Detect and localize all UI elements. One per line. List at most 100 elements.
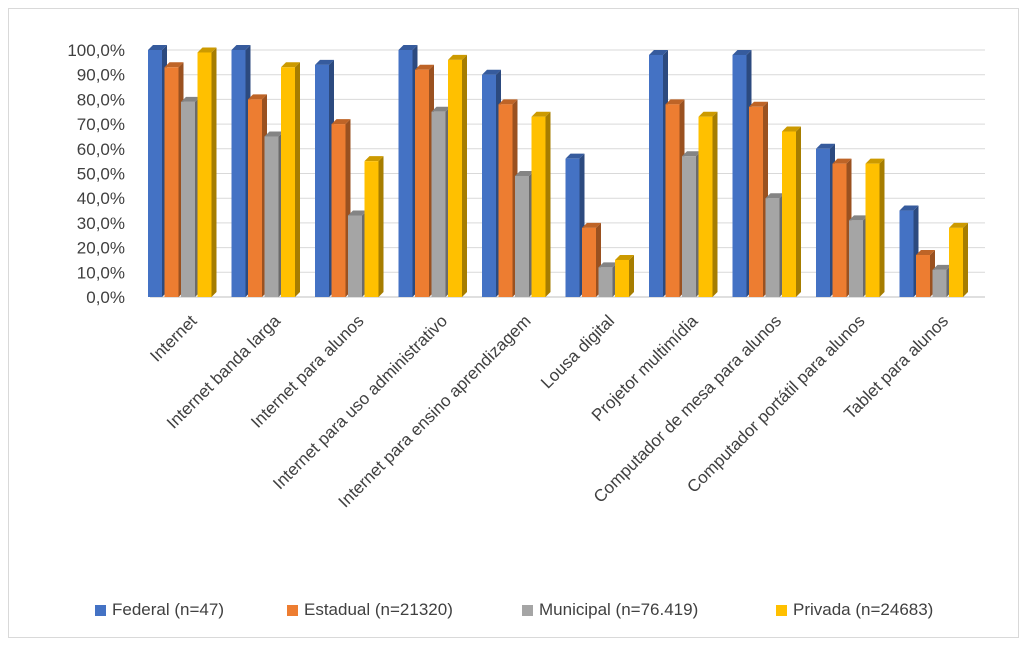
bar-top [364,156,384,162]
bar [765,193,785,297]
bar-top [448,54,467,60]
bar [331,119,351,297]
bar [565,153,585,297]
bar-front [281,67,295,297]
bar-front [749,106,763,297]
bar-front [348,215,362,297]
bar [348,210,367,297]
bar-front [515,175,529,297]
legend-item: Municipal (n=76.419) [522,600,698,620]
bar-top [816,143,835,149]
bar [899,205,919,297]
bar-top [949,222,968,228]
y-tick-label: 20,0% [77,239,125,258]
bar-top [649,49,668,55]
bar-front [364,161,379,297]
bar-top [682,151,701,157]
bar-top [849,215,868,221]
bar-side [211,47,217,297]
bar-front [197,52,212,297]
bar-top [181,96,200,102]
legend-swatch [522,604,533,616]
bar-top [782,126,801,132]
bar [364,156,384,297]
bar-front [649,54,663,297]
bar-top [348,210,367,216]
bar-top [565,153,585,159]
bar-top [515,170,534,176]
y-tick-label: 50,0% [77,165,125,184]
bar [816,143,835,297]
bar-top [899,205,919,211]
y-tick-label: 0,0% [86,288,125,307]
bar-front [264,136,279,297]
bar-front [582,227,596,297]
y-axis-ticks: 0,0% 10,0% 20,0% 30,0% 40,0% 50,0% 60,0% 70,0% 8… [67,41,125,307]
bar [197,47,217,297]
bar [315,59,334,297]
x-category-label: Computador portátil para alunos [683,311,868,496]
bar-front [698,116,713,297]
bar-side [629,254,634,297]
bar-top [832,158,852,164]
y-tick-label: 40,0% [77,189,125,208]
bar [264,131,284,297]
bar-top [164,62,184,68]
bar-top [765,193,785,199]
bar [164,62,184,297]
bar-front [531,116,546,297]
bar-top [865,158,885,164]
bar [682,151,701,297]
bar [498,99,518,297]
bar-top [498,99,518,105]
bar-top [615,254,634,260]
legend-item: Estadual (n=21320) [287,600,453,620]
bar-front [415,69,429,297]
bar-side [963,222,968,297]
bar [932,264,952,297]
bar [281,62,300,297]
bar [415,64,434,297]
bar-front [398,50,413,297]
y-tick-label: 60,0% [77,140,125,159]
bar [749,101,768,297]
y-tick-label: 30,0% [77,214,125,233]
bar-side [712,111,718,297]
bar-front [865,163,880,297]
bar-top [398,45,418,50]
bar-top [665,99,685,105]
bar-side [796,126,801,297]
bar [832,158,852,297]
bar [582,222,601,297]
bar-front [816,148,830,297]
y-tick-label: 70,0% [77,115,125,134]
bar-side [545,111,551,297]
legend-item: Federal (n=47) [95,600,224,620]
bar-top [331,119,351,125]
bar-side [378,156,384,297]
bar-front [248,99,262,298]
bar-front [832,163,847,297]
bar-front [782,131,796,297]
legend-label: Privada (n=24683) [793,600,934,619]
bar-top [531,111,551,117]
bar [248,94,267,298]
bar-top [315,59,334,65]
bar [448,54,467,297]
bar-front [665,104,680,297]
bar-top [148,45,167,50]
bar-side [295,62,300,297]
chart-canvas: 0,0% 10,0% 20,0% 30,0% 40,0% 50,0% 60,0% 70,0% 8… [67,41,985,511]
bar [398,45,418,297]
bar [482,69,501,297]
bar-front [899,210,914,297]
bar-top [431,106,451,112]
bar [598,262,618,297]
legend: Federal (n=47) Estadual (n=21320) Municipa… [0,600,1029,630]
y-tick-label: 80,0% [77,90,125,109]
bar-front [482,74,496,297]
bar-top [415,64,434,70]
bar-front [231,50,246,297]
bar [698,111,718,297]
